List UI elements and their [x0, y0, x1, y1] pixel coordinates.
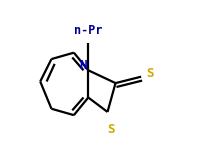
Text: N: N [80, 59, 87, 72]
Text: n-Pr: n-Pr [74, 24, 102, 37]
Text: S: S [146, 67, 153, 80]
Text: S: S [107, 123, 114, 136]
